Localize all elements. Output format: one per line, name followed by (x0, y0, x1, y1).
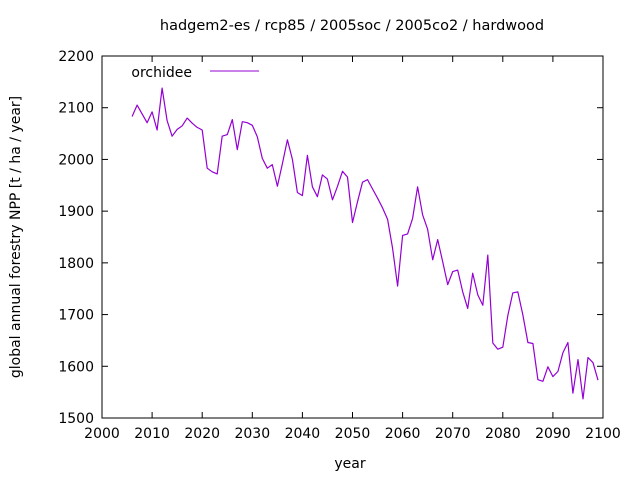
x-tick-label: 2030 (234, 426, 270, 442)
series-line-orchidee (131, 87, 599, 400)
x-axis-ticks (101, 56, 604, 418)
chart-title: hadgem2-es / rcp85 / 2005soc / 2005co2 /… (160, 18, 544, 34)
legend-label: orchidee (131, 65, 192, 81)
y-tick-label: 1500 (58, 411, 94, 427)
x-tick-label: 2090 (535, 426, 571, 442)
x-tick-label: 2040 (285, 426, 321, 442)
y-tick-label: 2100 (58, 101, 94, 117)
y-tick-labels: 1500 1600 1700 1800 1900 2000 2100 2200 (58, 49, 94, 427)
y-tick-label: 1900 (58, 204, 94, 220)
y-tick-label: 1800 (58, 256, 94, 272)
x-tick-label: 2020 (184, 426, 220, 442)
x-tick-label: 2000 (84, 426, 120, 442)
x-tick-label: 2060 (385, 426, 421, 442)
x-tick-labels: 2000 2010 2020 2030 2040 2050 2060 2070 2080 2090… (84, 426, 621, 442)
y-axis-ticks (102, 55, 603, 419)
y-tick-label: 1600 (58, 359, 94, 375)
x-tick-label: 2070 (435, 426, 471, 442)
y-axis-label: global annual forestry NPP [t / ha / yea… (8, 96, 24, 378)
x-tick-label: 2100 (585, 426, 621, 442)
x-axis-label: year (334, 456, 365, 472)
x-tick-label: 2050 (335, 426, 371, 442)
y-tick-label: 1700 (58, 308, 94, 324)
x-tick-label: 2080 (485, 426, 521, 442)
y-tick-label: 2000 (58, 152, 94, 168)
y-tick-label: 2200 (58, 49, 94, 65)
x-tick-label: 2010 (134, 426, 170, 442)
plot-border (101, 55, 604, 419)
